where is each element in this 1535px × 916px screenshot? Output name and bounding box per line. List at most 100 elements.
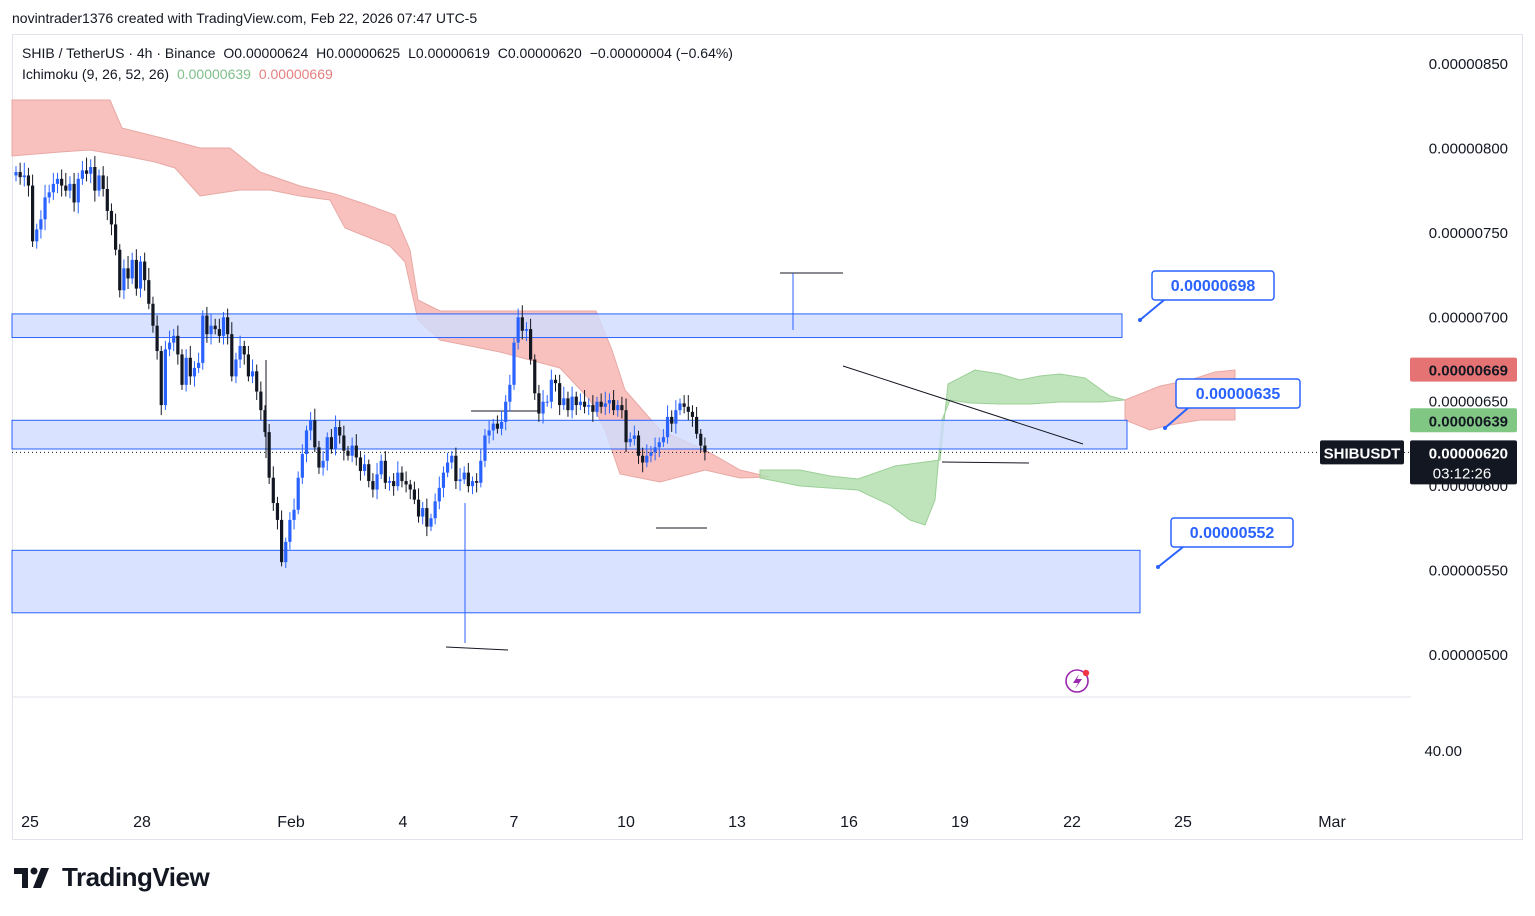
candle-body — [246, 354, 250, 377]
candle — [350, 437, 354, 463]
candle — [163, 340, 167, 411]
candle-body — [425, 508, 429, 527]
callout-leader — [1157, 546, 1184, 568]
candle — [396, 461, 400, 491]
candle-body — [155, 325, 159, 352]
candle-body — [470, 481, 475, 487]
lightning-icon[interactable] — [1065, 669, 1090, 693]
candle-body — [396, 472, 400, 487]
candle-body — [309, 420, 313, 431]
candle — [587, 398, 591, 416]
time-tick-label: 25 — [21, 814, 39, 831]
candle — [603, 391, 607, 416]
candle — [529, 318, 533, 365]
candle — [122, 259, 126, 300]
time-tick-label: 4 — [399, 814, 408, 831]
candle-body — [321, 460, 325, 468]
candle-body — [441, 472, 446, 488]
candle — [570, 386, 574, 419]
candle — [504, 395, 508, 431]
candle-body — [645, 455, 649, 463]
candle-body — [416, 499, 421, 517]
candle — [296, 471, 300, 515]
candle-body — [483, 435, 487, 461]
ohlc-close: C0.00000620 — [497, 45, 582, 61]
candle — [60, 169, 64, 197]
candle-body — [126, 268, 130, 279]
candle — [524, 322, 529, 342]
drawn-line-5 — [842, 365, 1084, 445]
cloud-bearish-segment — [11, 99, 771, 483]
candle — [68, 176, 72, 199]
time-tick-label: Mar — [1318, 814, 1346, 831]
candle-body — [255, 371, 259, 392]
candle — [516, 308, 520, 350]
candle-body — [421, 508, 425, 517]
candle — [674, 400, 678, 434]
candle — [155, 315, 159, 360]
callout-box — [1170, 517, 1294, 548]
callout-anchor — [1156, 565, 1160, 569]
tradingview-logo[interactable]: TradingView — [14, 862, 210, 893]
candle-body — [446, 462, 450, 473]
candle — [309, 412, 313, 441]
zone-2 — [11, 419, 1128, 450]
candle — [553, 374, 558, 392]
candle — [499, 410, 504, 436]
candle — [541, 390, 545, 424]
zone-3 — [11, 549, 1141, 614]
candle-body — [690, 411, 695, 417]
candle — [84, 157, 89, 182]
candle — [653, 437, 657, 461]
candle-body — [383, 460, 387, 483]
candle — [226, 308, 230, 345]
candle — [491, 418, 495, 441]
candle — [454, 447, 458, 490]
candle-body — [620, 405, 624, 411]
candle-body — [587, 405, 591, 407]
candle-body — [338, 427, 342, 436]
price-tick-label: 0.00000650 — [1429, 394, 1508, 411]
candle-body — [35, 229, 39, 242]
candle-body — [529, 329, 533, 360]
candle — [234, 352, 238, 384]
drawn-line-3 — [445, 646, 509, 651]
candle — [475, 473, 479, 493]
candle — [512, 337, 516, 390]
candle-body — [641, 455, 645, 463]
candle — [483, 429, 487, 468]
candle — [425, 498, 429, 537]
symbol-title[interactable]: SHIB / TetherUS · 4h · Binance — [22, 45, 216, 61]
candle-body — [101, 175, 105, 189]
bar-countdown-text: 03:12:26 — [1433, 465, 1491, 482]
candle — [695, 406, 699, 439]
span-a-price-text: 0.00000639 — [1429, 413, 1508, 430]
attribution-text: novintrader1376 created with TradingView… — [12, 10, 478, 26]
candle-body — [495, 423, 499, 429]
candle — [147, 267, 151, 310]
candle — [284, 537, 288, 569]
candle-body — [280, 519, 284, 563]
cloud-bullish-segment — [759, 369, 1126, 526]
candle — [230, 322, 234, 382]
candle-body — [570, 396, 574, 411]
callout-text: 0.00000698 — [1171, 278, 1256, 295]
callout-anchor — [1163, 426, 1167, 430]
time-tick-label: Feb — [277, 814, 305, 831]
candle — [458, 468, 462, 491]
candle-body — [616, 405, 620, 411]
candle — [641, 447, 645, 473]
callout-anchor — [1138, 318, 1142, 322]
ohlc-low: L0.00000619 — [408, 45, 490, 61]
indicator-title[interactable]: Ichimoku (9, 26, 52, 26) — [22, 66, 170, 82]
callout-leader — [1164, 407, 1189, 429]
span-a-price-label — [1410, 408, 1517, 433]
candle-body — [47, 192, 51, 198]
support-resistance-zones — [11, 313, 1141, 614]
candle — [371, 473, 375, 498]
time-tick-label: 19 — [951, 814, 969, 831]
price-tick-label: 0.00000800 — [1429, 140, 1508, 157]
candle — [649, 445, 653, 463]
candle — [400, 466, 404, 488]
